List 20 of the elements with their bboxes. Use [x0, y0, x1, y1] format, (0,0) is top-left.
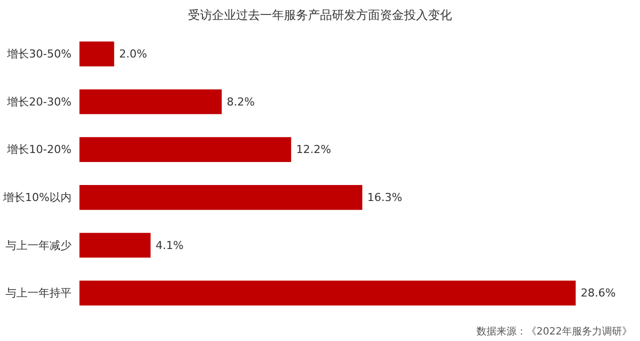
y-tick-label: 增长10%以内	[2, 190, 72, 204]
data-label: 16.3%	[367, 190, 402, 204]
data-label: 4.1%	[156, 238, 184, 252]
y-tick-label: 与上一年减少	[5, 238, 72, 252]
data-label: 8.2%	[226, 95, 255, 108]
source-note: 数据来源：《2022年服务力调研》	[476, 326, 632, 338]
data-label: 2.0%	[119, 47, 148, 60]
bar	[79, 184, 362, 210]
bar	[79, 280, 576, 306]
bar	[79, 41, 114, 66]
y-tick-label: 增长10-20%	[6, 143, 72, 156]
data-label: 12.2%	[296, 143, 332, 156]
y-tick-label: 增长20-30%	[6, 95, 72, 108]
bar	[79, 137, 292, 162]
y-tick-label: 增长30-50%	[6, 47, 72, 60]
bar	[79, 89, 222, 114]
y-tick-label: 与上一年持平	[5, 286, 72, 300]
bar	[79, 232, 151, 258]
data-label: 28.6%	[580, 286, 616, 300]
chart-title: 受访企业过去一年服务产品研发方面资金投入变化	[188, 8, 452, 22]
